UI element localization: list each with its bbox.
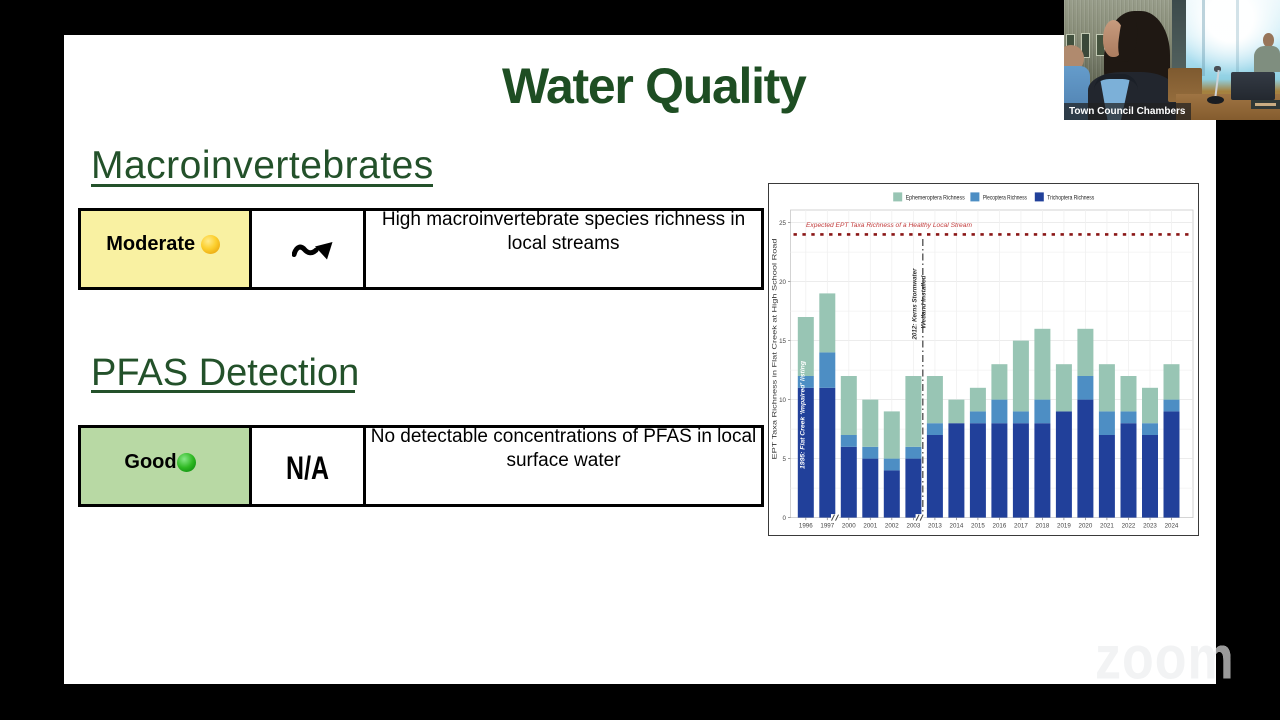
svg-text:25: 25 [779,220,786,227]
svg-text:1995: Flat Creek ‘Impaired’ li: 1995: Flat Creek ‘Impaired’ listing [801,361,807,469]
svg-text:2018: 2018 [1036,522,1050,529]
svg-text:2012: Kerns Stormwater: 2012: Kerns Stormwater [912,268,919,341]
svg-text:Plecoptera Richness: Plecoptera Richness [983,194,1027,201]
svg-text:1996: 1996 [799,522,813,529]
svg-text:2022: 2022 [1122,522,1136,529]
svg-text:2003: 2003 [907,522,921,529]
svg-text:2013: 2013 [928,522,942,529]
svg-text:2015: 2015 [971,522,985,529]
svg-text:15: 15 [779,338,786,345]
svg-text:EPT Taxa Richness in Flat Cree: EPT Taxa Richness in Flat Creek at High … [772,238,779,460]
svg-text:2020: 2020 [1079,522,1093,529]
svg-text:2019: 2019 [1057,522,1071,529]
svg-text:0: 0 [783,515,787,522]
svg-text:2024: 2024 [1165,522,1179,529]
svg-text:2016: 2016 [993,522,1007,529]
svg-text:Expected EPT Taxa Richness of: Expected EPT Taxa Richness of a Healthy … [806,222,972,229]
svg-text:20: 20 [779,279,786,286]
svg-text:1997: 1997 [820,522,834,529]
svg-text:5: 5 [783,456,787,463]
svg-text:2001: 2001 [863,522,877,529]
svg-text:Trichoptera Richness: Trichoptera Richness [1047,194,1094,201]
svg-text:2017: 2017 [1014,522,1028,529]
svg-text:2023: 2023 [1143,522,1157,529]
svg-text:2000: 2000 [842,522,856,529]
svg-text:2021: 2021 [1100,522,1114,529]
svg-text:10: 10 [779,397,786,404]
svg-text:2002: 2002 [885,522,899,529]
svg-text:Ephemeroptera Richness: Ephemeroptera Richness [906,194,965,201]
svg-text:2014: 2014 [950,522,964,529]
svg-text:Wetland Installed: Wetland Installed [921,275,928,328]
